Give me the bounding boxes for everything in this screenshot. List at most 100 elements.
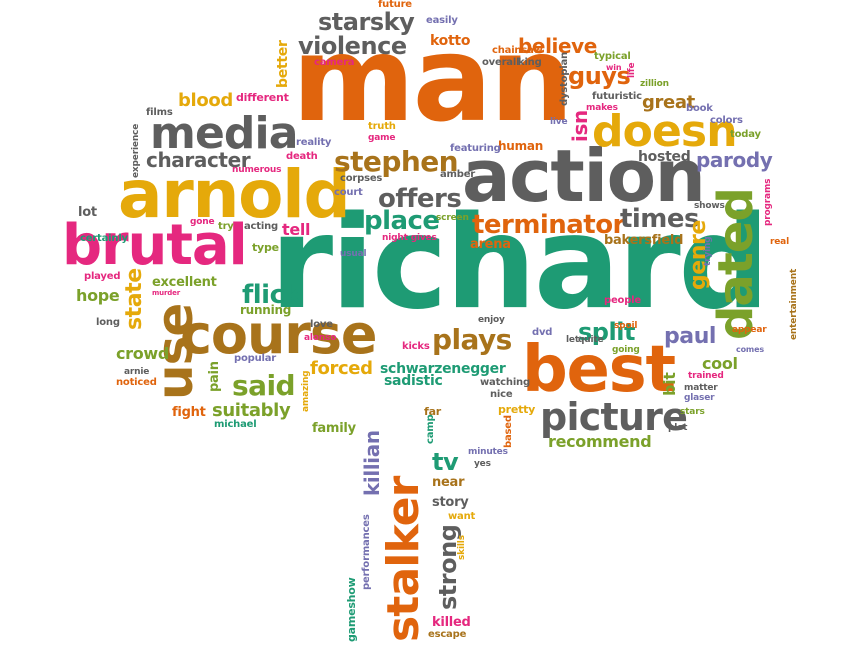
- word-cool: cool: [702, 354, 738, 373]
- word-corpses: corpses: [340, 173, 383, 184]
- word-running: running: [240, 303, 292, 317]
- word-excellent: excellent: [152, 275, 217, 290]
- word-enjoy: enjoy: [478, 315, 505, 325]
- word-best: best: [522, 333, 676, 407]
- word-amber: amber: [440, 169, 476, 180]
- word-crowd: crowd: [116, 344, 170, 363]
- word-times: times: [620, 204, 699, 234]
- word-truth: truth: [368, 121, 396, 132]
- word-gameshow: gameshow: [345, 577, 358, 642]
- word-better: better: [275, 40, 291, 88]
- word-arena: arena: [470, 237, 511, 252]
- word-escape: escape: [428, 629, 467, 640]
- word-michael: michael: [214, 419, 257, 430]
- word-makes: makes: [586, 103, 618, 113]
- word-bit: bit: [660, 372, 679, 396]
- word-gone: gone: [190, 217, 215, 227]
- word-featuring: featuring: [450, 143, 501, 154]
- word-tell: tell: [282, 220, 311, 239]
- word-overall: overall: [482, 57, 520, 68]
- word-shows: shows: [694, 201, 725, 211]
- word-blood: blood: [178, 90, 233, 111]
- word-camp: camp: [425, 414, 436, 444]
- word-typical: typical: [594, 51, 631, 62]
- word-recommend: recommend: [548, 432, 652, 451]
- word-doesn: doesn: [592, 106, 738, 157]
- word-flick: flick: [242, 280, 302, 310]
- word-story: story: [432, 495, 469, 510]
- word-arnold: arnold: [118, 156, 351, 233]
- word-isn: isn: [568, 110, 592, 142]
- word-comes: comes: [736, 345, 764, 354]
- word-zillion: zillion: [640, 79, 669, 89]
- word-court: court: [334, 187, 363, 198]
- word-real: real: [770, 237, 789, 247]
- word-skills: skills: [457, 535, 467, 560]
- word-entertainment: entertainment: [789, 268, 799, 340]
- word-king: king: [518, 57, 542, 68]
- word-future: future: [378, 0, 412, 10]
- word-live: live: [550, 117, 568, 127]
- word-popular: popular: [234, 353, 277, 364]
- word-sadistic: sadistic: [384, 373, 443, 389]
- word-paul: paul: [664, 324, 717, 349]
- word-minutes: minutes: [468, 447, 508, 457]
- word-place: place: [364, 206, 440, 236]
- word-numerous: numerous: [232, 165, 282, 175]
- word-want: want: [448, 511, 476, 522]
- word-films: films: [146, 107, 173, 118]
- word-long: long: [96, 317, 120, 328]
- word-dvd: dvd: [532, 327, 553, 338]
- word-media: media: [150, 108, 298, 159]
- word-game: game: [368, 133, 396, 143]
- word-pain: pain: [207, 361, 222, 392]
- word-going: going: [612, 345, 640, 355]
- word-type: type: [252, 241, 279, 254]
- word-great: great: [642, 92, 695, 113]
- word-plot: plot: [668, 423, 688, 433]
- word-today: today: [730, 129, 761, 140]
- word-played: played: [84, 271, 121, 282]
- word-arnie: arnie: [124, 367, 150, 377]
- word-experience: experience: [131, 123, 141, 178]
- word-action: action: [462, 134, 706, 218]
- word-based: based: [503, 415, 514, 448]
- word-easily: easily: [426, 15, 458, 26]
- word-terminator: terminator: [472, 210, 625, 240]
- word-family: family: [312, 421, 356, 436]
- word-try: try: [218, 221, 234, 232]
- word-futuristic: futuristic: [592, 91, 642, 102]
- word-matter: matter: [684, 383, 718, 393]
- word-trained: trained: [688, 371, 724, 381]
- word-glaser: glaser: [684, 393, 715, 403]
- word-stars: stars: [680, 407, 705, 417]
- word-book: book: [686, 103, 713, 114]
- word-chainsaw: chainsaw: [492, 45, 543, 56]
- word-death: death: [286, 151, 318, 162]
- word-killed: killed: [432, 615, 471, 630]
- word-dystopian: dystopian: [559, 52, 570, 106]
- word-fight: fight: [172, 405, 206, 420]
- word-different: different: [236, 91, 289, 104]
- word-alonso: alonso: [304, 333, 337, 343]
- word-appear: appear: [732, 325, 767, 335]
- word-tv: tv: [432, 448, 459, 476]
- word-night-gives: night gives: [382, 233, 437, 243]
- word-starsky: starsky: [318, 8, 415, 36]
- word-richard: richard: [270, 189, 770, 338]
- word-picture: picture: [540, 395, 688, 439]
- word-pretty: pretty: [498, 403, 536, 416]
- word-watching: watching: [480, 377, 530, 388]
- word-yes: yes: [474, 459, 491, 469]
- word-trying: trying: [703, 236, 713, 266]
- word-forced: forced: [310, 358, 373, 379]
- word-screen: screen: [436, 213, 469, 223]
- word-certainly: certainly: [80, 233, 128, 244]
- word-killian: killian: [360, 430, 384, 496]
- word-amazing: amazing: [301, 370, 311, 412]
- word-stalker: stalker: [378, 476, 429, 642]
- word-said: said: [232, 369, 296, 402]
- word-acting: acting: [244, 221, 278, 232]
- word-lot: lot: [78, 205, 97, 220]
- word-believe: believe: [518, 34, 597, 58]
